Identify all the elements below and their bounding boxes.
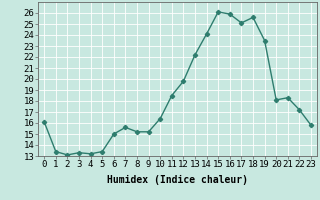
- X-axis label: Humidex (Indice chaleur): Humidex (Indice chaleur): [107, 175, 248, 185]
